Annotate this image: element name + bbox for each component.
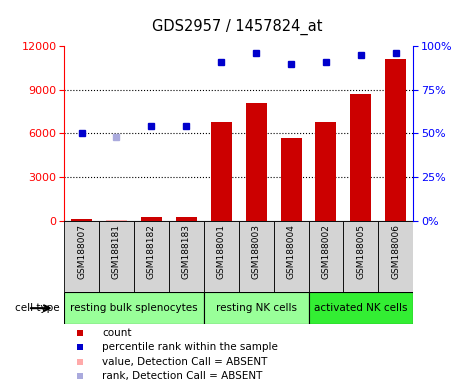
Text: cell type: cell type <box>15 303 59 313</box>
Bar <box>169 221 204 292</box>
Bar <box>64 221 99 292</box>
Text: GSM188182: GSM188182 <box>147 224 156 279</box>
Bar <box>315 122 336 221</box>
Text: resting NK cells: resting NK cells <box>216 303 297 313</box>
Bar <box>176 217 197 221</box>
Bar <box>211 122 232 221</box>
Text: GSM188007: GSM188007 <box>77 224 86 279</box>
Text: GSM188002: GSM188002 <box>322 224 331 279</box>
Bar <box>71 219 92 221</box>
Text: GSM188181: GSM188181 <box>112 224 121 279</box>
Bar <box>351 94 371 221</box>
Bar <box>204 221 238 292</box>
Text: GSM188005: GSM188005 <box>356 224 365 279</box>
Bar <box>309 221 343 292</box>
Bar <box>99 221 134 292</box>
Bar <box>343 221 379 292</box>
Text: GSM188001: GSM188001 <box>217 224 226 279</box>
Bar <box>134 221 169 292</box>
Bar <box>238 221 274 292</box>
Bar <box>246 103 266 221</box>
Bar <box>64 292 204 324</box>
Bar <box>309 292 413 324</box>
Bar <box>204 292 309 324</box>
Text: GSM188006: GSM188006 <box>391 224 400 279</box>
Bar <box>106 220 127 221</box>
Bar <box>385 59 406 221</box>
Text: count: count <box>103 328 132 338</box>
Text: GSM188183: GSM188183 <box>182 224 191 279</box>
Bar <box>281 138 302 221</box>
Text: GSM188003: GSM188003 <box>252 224 261 279</box>
Bar <box>141 217 162 221</box>
Text: percentile rank within the sample: percentile rank within the sample <box>103 342 278 352</box>
Text: activated NK cells: activated NK cells <box>314 303 408 313</box>
Text: resting bulk splenocytes: resting bulk splenocytes <box>70 303 198 313</box>
Text: GSM188004: GSM188004 <box>286 224 295 279</box>
Text: rank, Detection Call = ABSENT: rank, Detection Call = ABSENT <box>103 371 263 381</box>
Bar <box>379 221 413 292</box>
Text: value, Detection Call = ABSENT: value, Detection Call = ABSENT <box>103 357 268 367</box>
Text: GDS2957 / 1457824_at: GDS2957 / 1457824_at <box>152 18 323 35</box>
Bar <box>274 221 309 292</box>
